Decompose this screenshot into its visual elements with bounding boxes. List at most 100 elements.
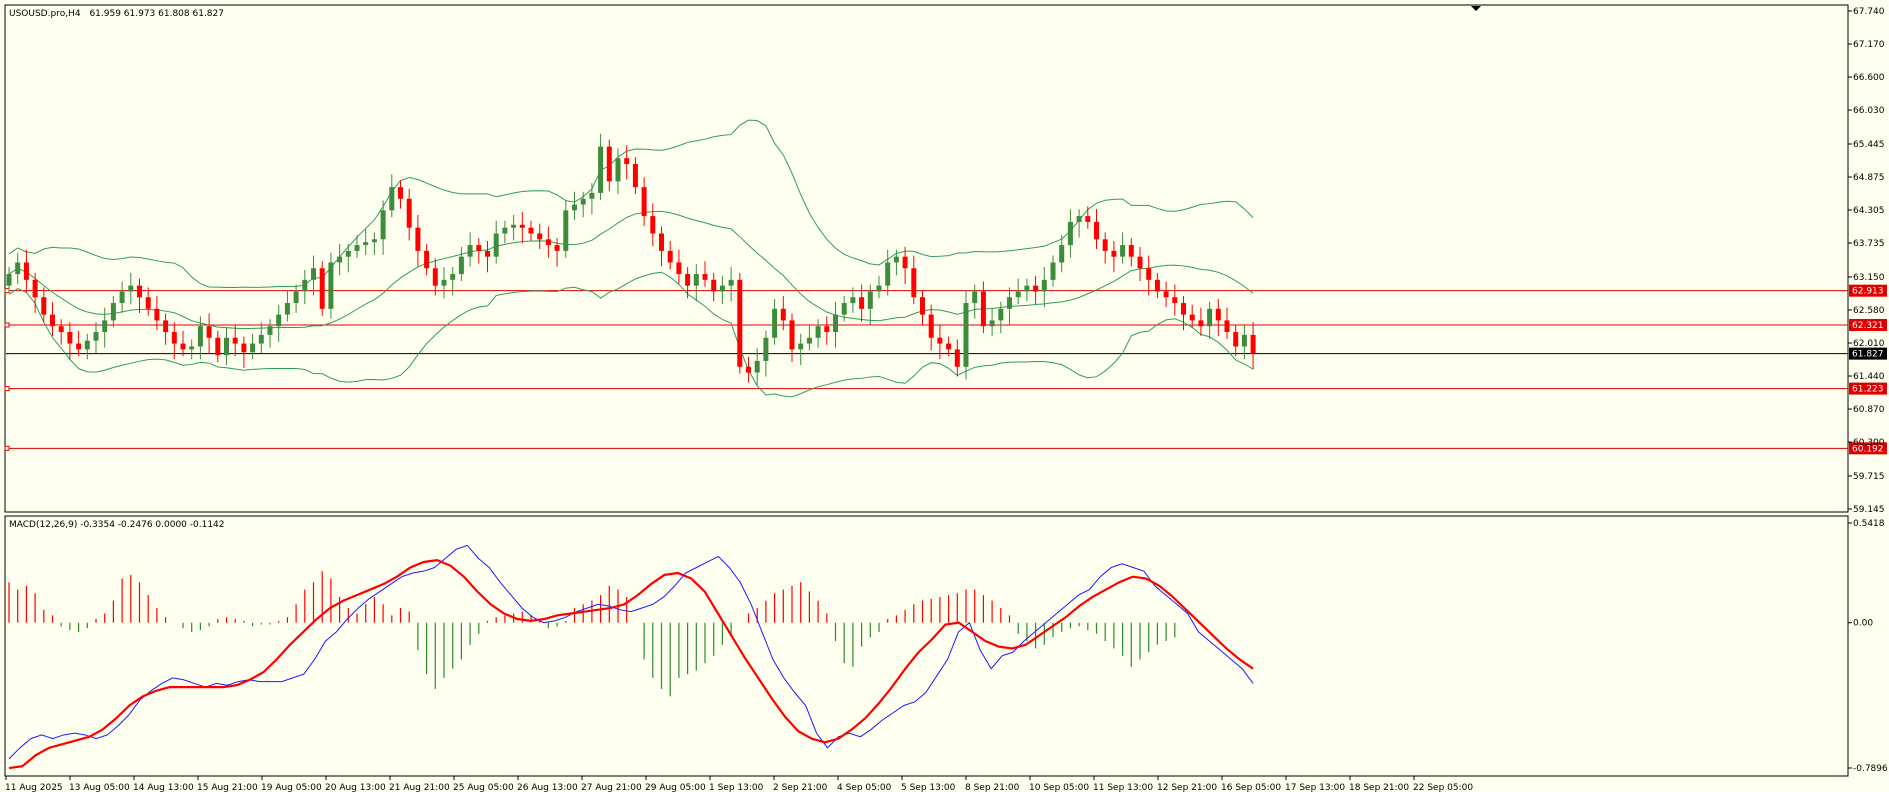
price-tick-label: 67.740 bbox=[1853, 7, 1885, 17]
candle-body bbox=[267, 326, 273, 335]
candle-body bbox=[563, 210, 569, 251]
candle-body bbox=[15, 262, 21, 275]
candle-body bbox=[58, 326, 64, 332]
candle-body bbox=[789, 320, 795, 350]
price-axis: 67.740 67.170 66.600 66.030 65.445 64.875 64.3… bbox=[1848, 7, 1885, 515]
candle-body bbox=[589, 192, 595, 199]
candle-body bbox=[398, 187, 403, 199]
candle-body bbox=[1189, 314, 1195, 321]
candle-body bbox=[363, 242, 369, 246]
time-tick-label: 8 Sep 21:00 bbox=[965, 783, 1020, 792]
candle-body bbox=[885, 262, 891, 286]
candle-body bbox=[371, 239, 377, 243]
price-tick-label: 59.145 bbox=[1853, 505, 1885, 515]
time-tick-label: 11 Sep 13:00 bbox=[1093, 783, 1153, 792]
candle-body bbox=[624, 158, 630, 164]
macd-histogram bbox=[8, 571, 1176, 697]
candle-body bbox=[519, 224, 525, 228]
time-tick-label: 25 Aug 05:00 bbox=[453, 783, 514, 792]
time-tick-label: 15 Aug 21:00 bbox=[197, 783, 258, 792]
price-tick-label: 66.600 bbox=[1853, 73, 1885, 83]
bollinger-middle bbox=[8, 210, 1254, 330]
candle-body bbox=[815, 326, 821, 338]
candle-body bbox=[833, 314, 838, 332]
candle-body bbox=[572, 204, 577, 211]
candle-body bbox=[311, 268, 316, 280]
horizontal-levels[interactable]: 62.913 62.321 61.827 61.223 60.192 bbox=[4, 284, 1887, 455]
candle-body bbox=[354, 245, 360, 251]
candle-body bbox=[893, 256, 899, 263]
candle-body bbox=[632, 163, 638, 188]
price-tick-label: 66.030 bbox=[1853, 106, 1885, 116]
candle-body bbox=[1111, 250, 1117, 257]
ohlc-values: 61.959 61.973 61.808 61.827 bbox=[89, 9, 224, 19]
price-level-value: 60.192 bbox=[1852, 444, 1884, 454]
candle-body bbox=[206, 326, 212, 338]
candle-body bbox=[763, 337, 769, 361]
candle-body bbox=[676, 262, 682, 275]
candle-body bbox=[119, 291, 125, 304]
candle-body bbox=[197, 326, 203, 347]
candle-body bbox=[258, 334, 264, 344]
candle-body bbox=[1015, 291, 1021, 298]
candle-body bbox=[232, 337, 238, 344]
symbol-label: USOUSD.pro,H4 bbox=[9, 9, 81, 19]
candle-body bbox=[554, 245, 560, 251]
price-tick-label: 64.305 bbox=[1853, 206, 1885, 216]
time-tick-label: 2 Sep 21:00 bbox=[773, 783, 828, 792]
candle-body bbox=[798, 343, 804, 350]
candle-body bbox=[1094, 221, 1099, 240]
time-tick-label: 11 Aug 2025 bbox=[5, 783, 63, 792]
chart-shift-marker-icon[interactable] bbox=[1471, 6, 1481, 11]
candle-body bbox=[493, 233, 499, 257]
candle-body bbox=[937, 337, 943, 344]
macd-line bbox=[8, 544, 1254, 760]
level-handle bbox=[4, 386, 10, 392]
time-tick-label: 14 Aug 13:00 bbox=[133, 783, 194, 792]
candle-body bbox=[615, 158, 621, 182]
candle-body bbox=[1154, 279, 1160, 292]
candle-body bbox=[711, 279, 717, 292]
candle-body bbox=[1076, 216, 1082, 222]
candle-body bbox=[224, 337, 229, 356]
price-tick-label: 63.735 bbox=[1853, 239, 1885, 249]
candle-body bbox=[128, 285, 134, 292]
price-level-tag bbox=[1849, 318, 1887, 331]
time-axis: 11 Aug 2025 13 Aug 05:00 14 Aug 13:00 15 Au… bbox=[5, 776, 1473, 792]
time-tick-label: 26 Aug 13:00 bbox=[517, 783, 578, 792]
candle-body bbox=[345, 250, 351, 257]
price-tick-label: 60.300 bbox=[1853, 438, 1885, 448]
time-tick-label: 22 Sep 05:00 bbox=[1413, 783, 1473, 792]
symbol-header: USOUSD.pro,H4 61.959 61.973 61.808 61.82… bbox=[9, 9, 224, 19]
bollinger-upper bbox=[8, 119, 1254, 288]
candle-body bbox=[450, 274, 456, 280]
time-tick-label: 5 Sep 13:00 bbox=[901, 783, 956, 792]
candle-body bbox=[841, 303, 847, 315]
candle-body bbox=[415, 227, 421, 251]
candle-body bbox=[250, 343, 256, 353]
price-level-value: 61.827 bbox=[1852, 350, 1884, 360]
candle-body bbox=[685, 274, 691, 286]
candle-body bbox=[1024, 285, 1030, 292]
candle-body bbox=[1233, 331, 1239, 347]
time-tick-label: 12 Sep 21:00 bbox=[1157, 783, 1217, 792]
price-level-tag bbox=[1849, 347, 1887, 360]
candle-body bbox=[67, 331, 73, 344]
candle-body bbox=[41, 297, 47, 315]
candle-body bbox=[102, 320, 108, 332]
candle-body bbox=[693, 274, 699, 286]
macd-tick-label: 0.00 bbox=[1853, 619, 1873, 629]
candle-body bbox=[1041, 279, 1047, 292]
candle-body bbox=[545, 239, 551, 246]
price-level-tag bbox=[1849, 442, 1887, 455]
candle-body bbox=[667, 250, 673, 263]
candle-body bbox=[867, 291, 873, 309]
candle-body bbox=[215, 337, 221, 356]
time-tick-label: 29 Aug 05:00 bbox=[645, 783, 706, 792]
price-tick-label: 60.870 bbox=[1853, 405, 1885, 415]
level-handle bbox=[4, 445, 10, 451]
macd-tick-label: 0.5418 bbox=[1853, 519, 1885, 529]
candle-body bbox=[1163, 291, 1169, 298]
time-tick-label: 16 Sep 05:00 bbox=[1221, 783, 1281, 792]
